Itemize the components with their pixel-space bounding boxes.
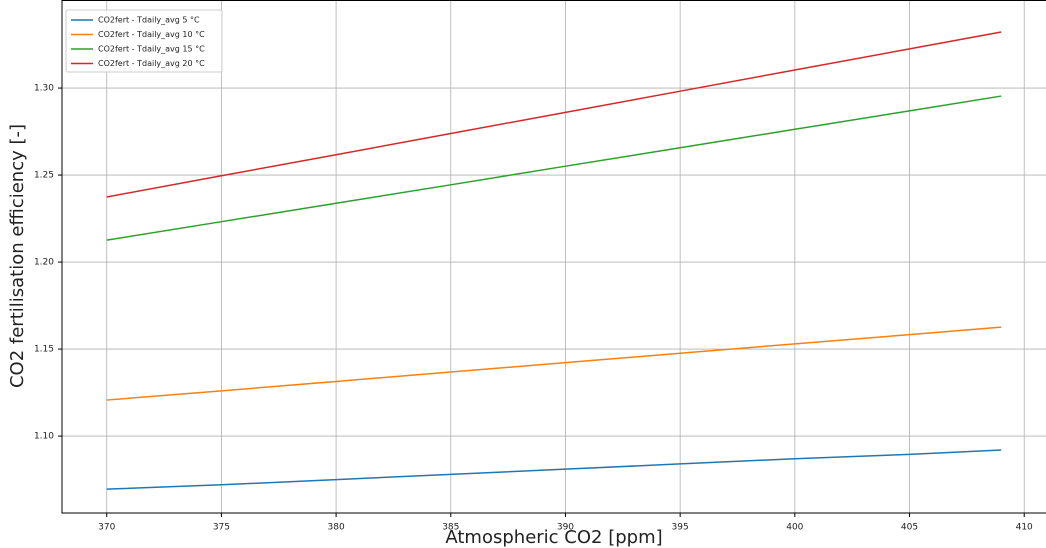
- x-tick-label: 385: [442, 523, 459, 533]
- legend-label: CO2fert - Tdaily_avg 15 °C: [98, 45, 205, 54]
- legend-label: CO2fert - Tdaily_avg 20 °C: [98, 59, 205, 68]
- y-axis-label: CO2 fertilisation efficiency [-]: [7, 124, 28, 388]
- y-tick-label: 1.20: [34, 258, 54, 268]
- legend: CO2fert - Tdaily_avg 5 °C CO2fert - Tdail…: [65, 9, 223, 73]
- plot-frame: [61, 0, 1046, 514]
- y-tick-label: 1.30: [34, 84, 54, 94]
- x-tick-label: 410: [1016, 523, 1033, 533]
- y-tick-label: 1.25: [34, 171, 54, 181]
- y-tick-label: 1.15: [34, 345, 54, 355]
- x-tick-label: 375: [213, 523, 230, 533]
- series-line: [106, 31, 1002, 198]
- x-tick-label: 390: [557, 523, 574, 533]
- x-tick-label: 400: [786, 523, 803, 533]
- x-tick-label: 380: [328, 523, 345, 533]
- x-axis-label: Atmospheric CO2 [ppm]: [445, 527, 662, 548]
- legend-label: CO2fert - Tdaily_avg 10 °C: [98, 30, 205, 39]
- series-line: [106, 95, 1002, 241]
- x-tick-label: 405: [901, 523, 918, 533]
- series-line: [106, 326, 1002, 401]
- series-line: [106, 449, 1002, 490]
- x-tick-label: 395: [672, 523, 689, 533]
- legend-box: [65, 9, 223, 73]
- legend-label: CO2fert - Tdaily_avg 5 °C: [98, 16, 200, 25]
- x-tick-label: 370: [98, 523, 115, 533]
- y-tick-label: 1.10: [34, 432, 54, 442]
